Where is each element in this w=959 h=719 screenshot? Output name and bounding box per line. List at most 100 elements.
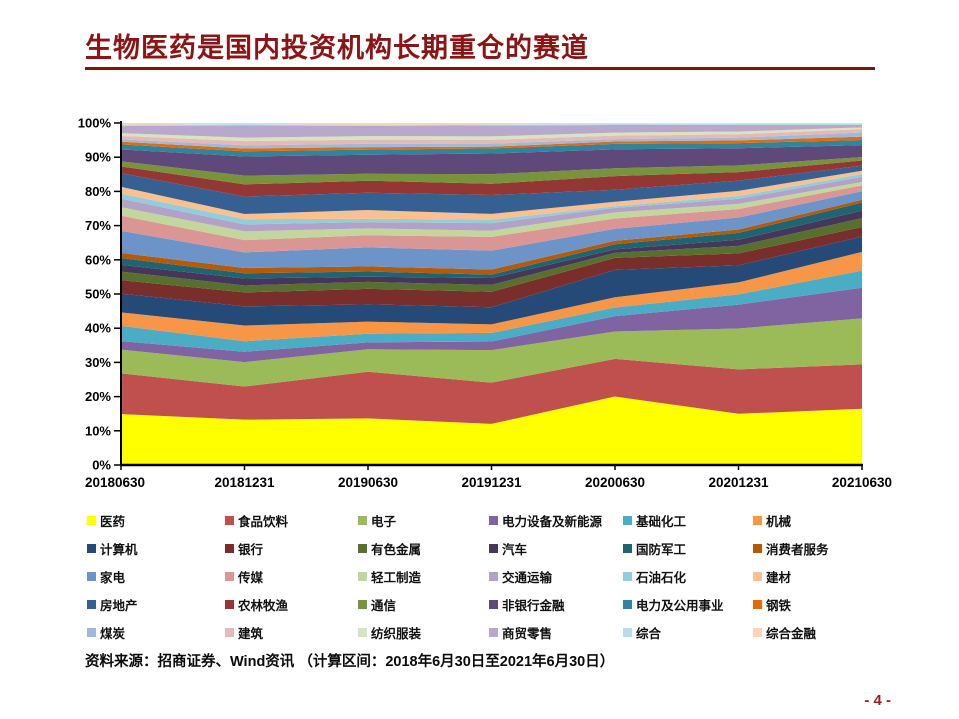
- legend-label: 建筑: [238, 626, 264, 641]
- y-axis-tick-label: 70%: [85, 218, 111, 233]
- y-axis-tick-label: 40%: [85, 321, 111, 336]
- legend-swatch-icon: [358, 599, 367, 609]
- area-band: [121, 318, 862, 387]
- legend-swatch-icon: [489, 627, 498, 637]
- legend-label: 商贸零售: [502, 626, 553, 641]
- legend-label: 电力及公用事业: [636, 598, 724, 613]
- area-band: [121, 174, 862, 225]
- x-axis-tick-label: 20201231: [708, 475, 769, 490]
- y-axis-tick-label: 0%: [92, 458, 111, 473]
- area-band: [121, 165, 862, 214]
- area-band: [121, 145, 862, 176]
- legend-item: 计算机: [87, 539, 225, 558]
- legend-item: 钢铁: [753, 595, 873, 614]
- legend-item: 医药: [87, 511, 225, 530]
- chart-legend: 医药 食品饮料 电子 电力设备及新能源 基础化工 机械 计算机 银行 有色金属 汽车 国防军工 消费者…: [87, 506, 917, 646]
- x-axis-tick-label: 20180630: [85, 475, 145, 490]
- area-band: [121, 236, 862, 326]
- legend-swatch-icon: [225, 599, 234, 609]
- area-band: [121, 170, 862, 220]
- legend-item: 食品饮料: [225, 511, 358, 530]
- legend-item: 煤炭: [87, 623, 225, 642]
- legend-swatch-icon: [623, 599, 632, 609]
- legend-label: 传媒: [238, 570, 264, 585]
- legend-swatch-icon: [623, 543, 632, 553]
- legend-swatch-icon: [753, 627, 762, 637]
- area-band: [121, 185, 862, 253]
- legend-item: 纺织服装: [358, 623, 489, 642]
- area-band: [121, 123, 862, 125]
- legend-swatch-icon: [753, 599, 762, 609]
- legend-swatch-icon: [358, 543, 367, 553]
- area-band: [121, 358, 862, 424]
- legend-label: 煤炭: [100, 626, 126, 641]
- area-band: [121, 396, 862, 465]
- legend-label: 食品饮料: [238, 514, 289, 529]
- legend-item: 家电: [87, 567, 225, 586]
- area-band: [121, 129, 862, 146]
- legend-swatch-icon: [225, 543, 234, 553]
- x-axis-tick-label: 20190630: [338, 475, 398, 490]
- legend-item: 有色金属: [358, 539, 489, 558]
- legend-swatch-icon: [358, 627, 367, 637]
- legend-swatch-icon: [358, 515, 367, 525]
- area-band: [121, 226, 862, 308]
- legend-swatch-icon: [87, 627, 96, 637]
- legend-item: 交通运输: [489, 567, 623, 586]
- legend-label: 交通运输: [502, 570, 553, 585]
- legend-item: 商贸零售: [489, 623, 623, 642]
- y-axis-tick-label: 90%: [85, 150, 111, 165]
- area-band: [121, 127, 862, 142]
- legend-label: 非银行金融: [502, 598, 565, 613]
- legend-label: 计算机: [100, 542, 138, 557]
- legend-label: 综合金融: [766, 626, 817, 641]
- legend-swatch-icon: [753, 571, 762, 581]
- legend-item: 电子: [358, 511, 489, 530]
- legend-swatch-icon: [87, 599, 96, 609]
- legend-swatch-icon: [225, 627, 234, 637]
- legend-label: 银行: [238, 542, 264, 557]
- legend-swatch-icon: [225, 515, 234, 525]
- legend-label: 汽车: [502, 542, 528, 557]
- legend-item: 通信: [358, 595, 489, 614]
- legend-swatch-icon: [753, 543, 762, 553]
- area-band: [121, 160, 862, 197]
- legend-item: 电力及公用事业: [623, 595, 753, 614]
- area-band: [121, 176, 862, 232]
- legend-item: 轻工制造: [358, 567, 489, 586]
- legend-label: 建材: [766, 570, 792, 585]
- legend-label: 基础化工: [636, 514, 687, 529]
- legend-swatch-icon: [87, 571, 96, 581]
- legend-swatch-icon: [623, 627, 632, 637]
- legend-item: 消费者服务: [753, 539, 873, 558]
- x-axis-tick-label: 20181231: [214, 475, 275, 490]
- area-band: [121, 251, 862, 342]
- legend-swatch-icon: [489, 543, 498, 553]
- page-number: - 4 -: [864, 692, 891, 709]
- area-band: [121, 132, 862, 149]
- area-band: [121, 124, 862, 138]
- legend-swatch-icon: [358, 571, 367, 581]
- source-note: 资料来源：招商证券、Wind资讯 （计算区间：2018年6月30日至2021年6…: [85, 654, 615, 670]
- legend-item: 非银行金融: [489, 595, 623, 614]
- legend-swatch-icon: [225, 571, 234, 581]
- y-axis-tick-label: 50%: [85, 287, 111, 302]
- y-axis-tick-label: 100%: [78, 116, 112, 131]
- legend-label: 有色金属: [371, 542, 422, 557]
- title-underline: [85, 67, 875, 70]
- legend-item: 汽车: [489, 539, 623, 558]
- legend-label: 电子: [371, 514, 397, 529]
- legend-item: 建筑: [225, 623, 358, 642]
- legend-item: 综合: [623, 623, 753, 642]
- area-band: [121, 202, 862, 279]
- legend-swatch-icon: [623, 571, 632, 581]
- legend-item: 传媒: [225, 567, 358, 586]
- legend-label: 家电: [100, 570, 126, 585]
- legend-label: 电力设备及新能源: [502, 514, 603, 529]
- legend-label: 综合: [636, 626, 662, 641]
- area-band: [121, 218, 862, 293]
- legend-swatch-icon: [489, 515, 498, 525]
- legend-swatch-icon: [623, 515, 632, 525]
- legend-swatch-icon: [87, 515, 96, 525]
